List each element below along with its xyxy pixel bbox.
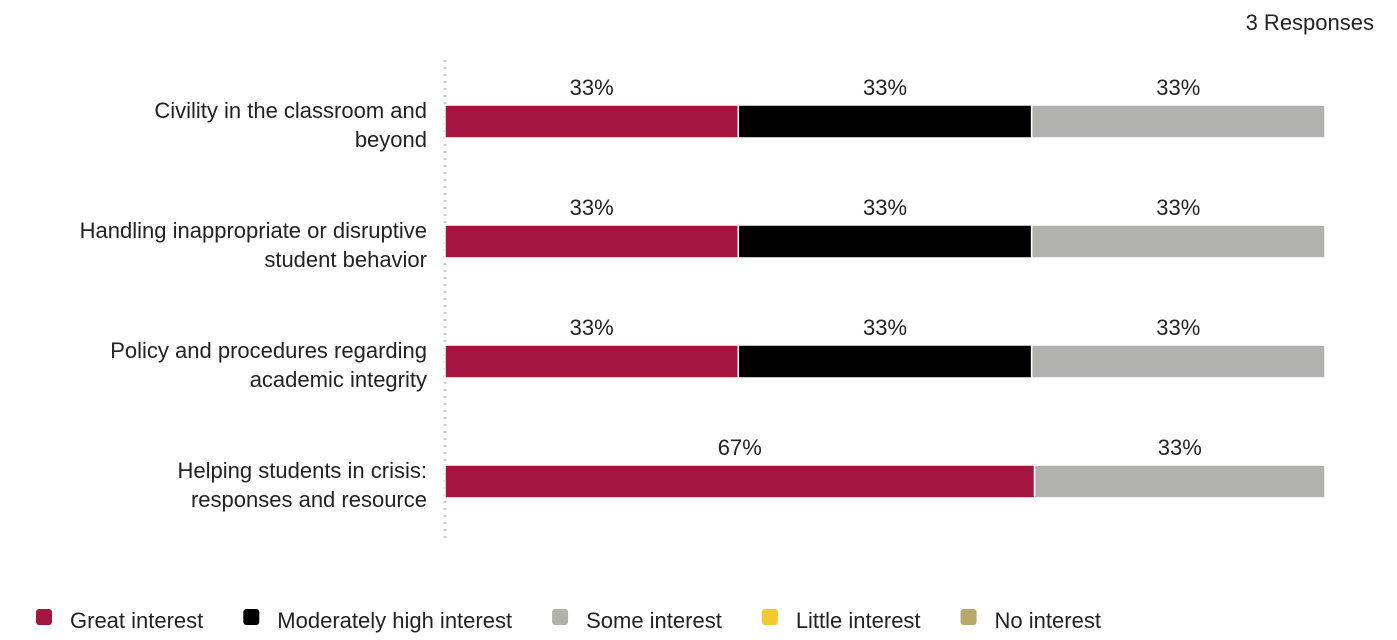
category-label-line: academic integrity: [250, 367, 427, 392]
data-label: 33%: [1156, 315, 1200, 340]
legend-swatch: [761, 609, 778, 625]
legend-swatch: [36, 609, 52, 625]
legend-swatch: [243, 609, 260, 625]
legend-label: Some interest: [586, 608, 722, 633]
data-label: 33%: [1158, 435, 1202, 460]
category-label: Handling inappropriate or disruptive stud…: [80, 218, 427, 272]
data-label: 33%: [1156, 195, 1200, 220]
data-label: 33%: [570, 75, 614, 100]
legend-swatch: [552, 609, 569, 625]
category-label: Policy and procedures regarding academic …: [110, 338, 427, 392]
legend-label: Great interest: [70, 608, 203, 633]
legend-label: No interest: [995, 608, 1101, 633]
data-label: 33%: [863, 75, 907, 100]
category-label-line: Helping students in crisis:: [178, 458, 427, 483]
bar-segment: [1030, 104, 1326, 139]
category-label: Helping students in crisis: responses and…: [178, 458, 427, 512]
category-label-line: Policy and procedures regarding: [110, 338, 427, 363]
bar-segment: [737, 224, 1033, 259]
bar-segment: [444, 344, 740, 379]
data-label: 67%: [718, 435, 762, 460]
data-label: 33%: [570, 315, 614, 340]
bar-segment: [444, 224, 740, 259]
category-label-line: Civility in the classroom and: [154, 98, 427, 123]
category-label: Civility in the classroom and beyond: [154, 98, 427, 152]
bar-segment: [737, 344, 1033, 379]
legend-swatch: [960, 609, 977, 625]
legend-label: Moderately high interest: [277, 608, 512, 633]
category-label-line: student behavior: [264, 247, 427, 272]
bar-segment: [444, 464, 1036, 499]
category-label-line: beyond: [355, 127, 427, 152]
bar-segment: [737, 104, 1033, 139]
data-label: 33%: [863, 195, 907, 220]
data-label: 33%: [570, 195, 614, 220]
data-label: 33%: [1156, 75, 1200, 100]
bar-segment: [1030, 344, 1326, 379]
responses-count: 3 Responses: [1245, 10, 1374, 35]
data-label: 33%: [863, 315, 907, 340]
category-label-line: responses and resource: [191, 487, 427, 512]
bar-segment: [1033, 464, 1326, 499]
bar-segment: [1030, 224, 1326, 259]
category-label-line: Handling inappropriate or disruptive: [80, 218, 427, 243]
legend-label: Little interest: [796, 608, 921, 633]
bar-segment: [444, 104, 740, 139]
